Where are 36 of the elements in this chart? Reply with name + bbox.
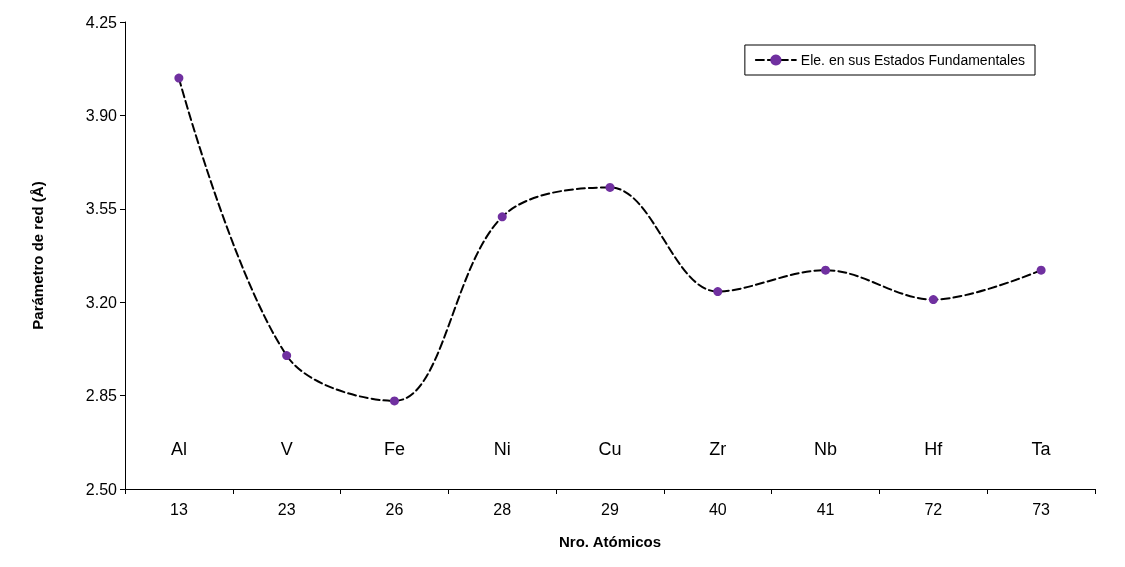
x-tick-label: 23 (277, 500, 296, 518)
legend-label: Ele. en sus Estados Fundamentales (800, 52, 1026, 68)
x-tick-label: 28 (493, 500, 512, 518)
point (1036, 265, 1046, 275)
point (928, 295, 938, 305)
x-axis-title: Nro. Atómicos (559, 533, 661, 550)
x-tick-label: 72 (924, 500, 943, 518)
annotation: Fe (383, 438, 405, 459)
x-tick-label: 29 (601, 500, 619, 518)
y-tick-label: 3.55 (85, 200, 118, 218)
y-tick-label: 2.50 (85, 480, 118, 498)
point (821, 265, 831, 275)
annotation: Cu (598, 438, 622, 459)
annotation: Hf (924, 438, 944, 459)
x-tick-label: 13 (169, 500, 188, 518)
y-tick-label: 3.90 (85, 106, 118, 124)
x-tick-label: 41 (816, 500, 835, 518)
x-tick-label: 40 (708, 500, 727, 518)
x-tick-label: 73 (1032, 500, 1051, 518)
point (605, 182, 615, 192)
point (497, 212, 507, 222)
point (282, 351, 292, 361)
point (713, 287, 723, 297)
point (389, 396, 399, 406)
y-tick-label: 2.85 (85, 387, 118, 405)
annotation: Ni (493, 438, 511, 459)
x-tick-label: 26 (385, 500, 404, 518)
y-axis-title: Parámetro de red (Å) (29, 181, 46, 330)
annotation: V (280, 438, 293, 459)
annotation: Nb (814, 438, 838, 459)
annotation: Ta (1031, 438, 1052, 459)
point (174, 73, 184, 83)
y-tick-label: 3.20 (85, 293, 118, 311)
annotation: Zr (709, 438, 727, 459)
annotation: Al (170, 438, 187, 459)
y-tick-label: 4.25 (85, 13, 118, 31)
